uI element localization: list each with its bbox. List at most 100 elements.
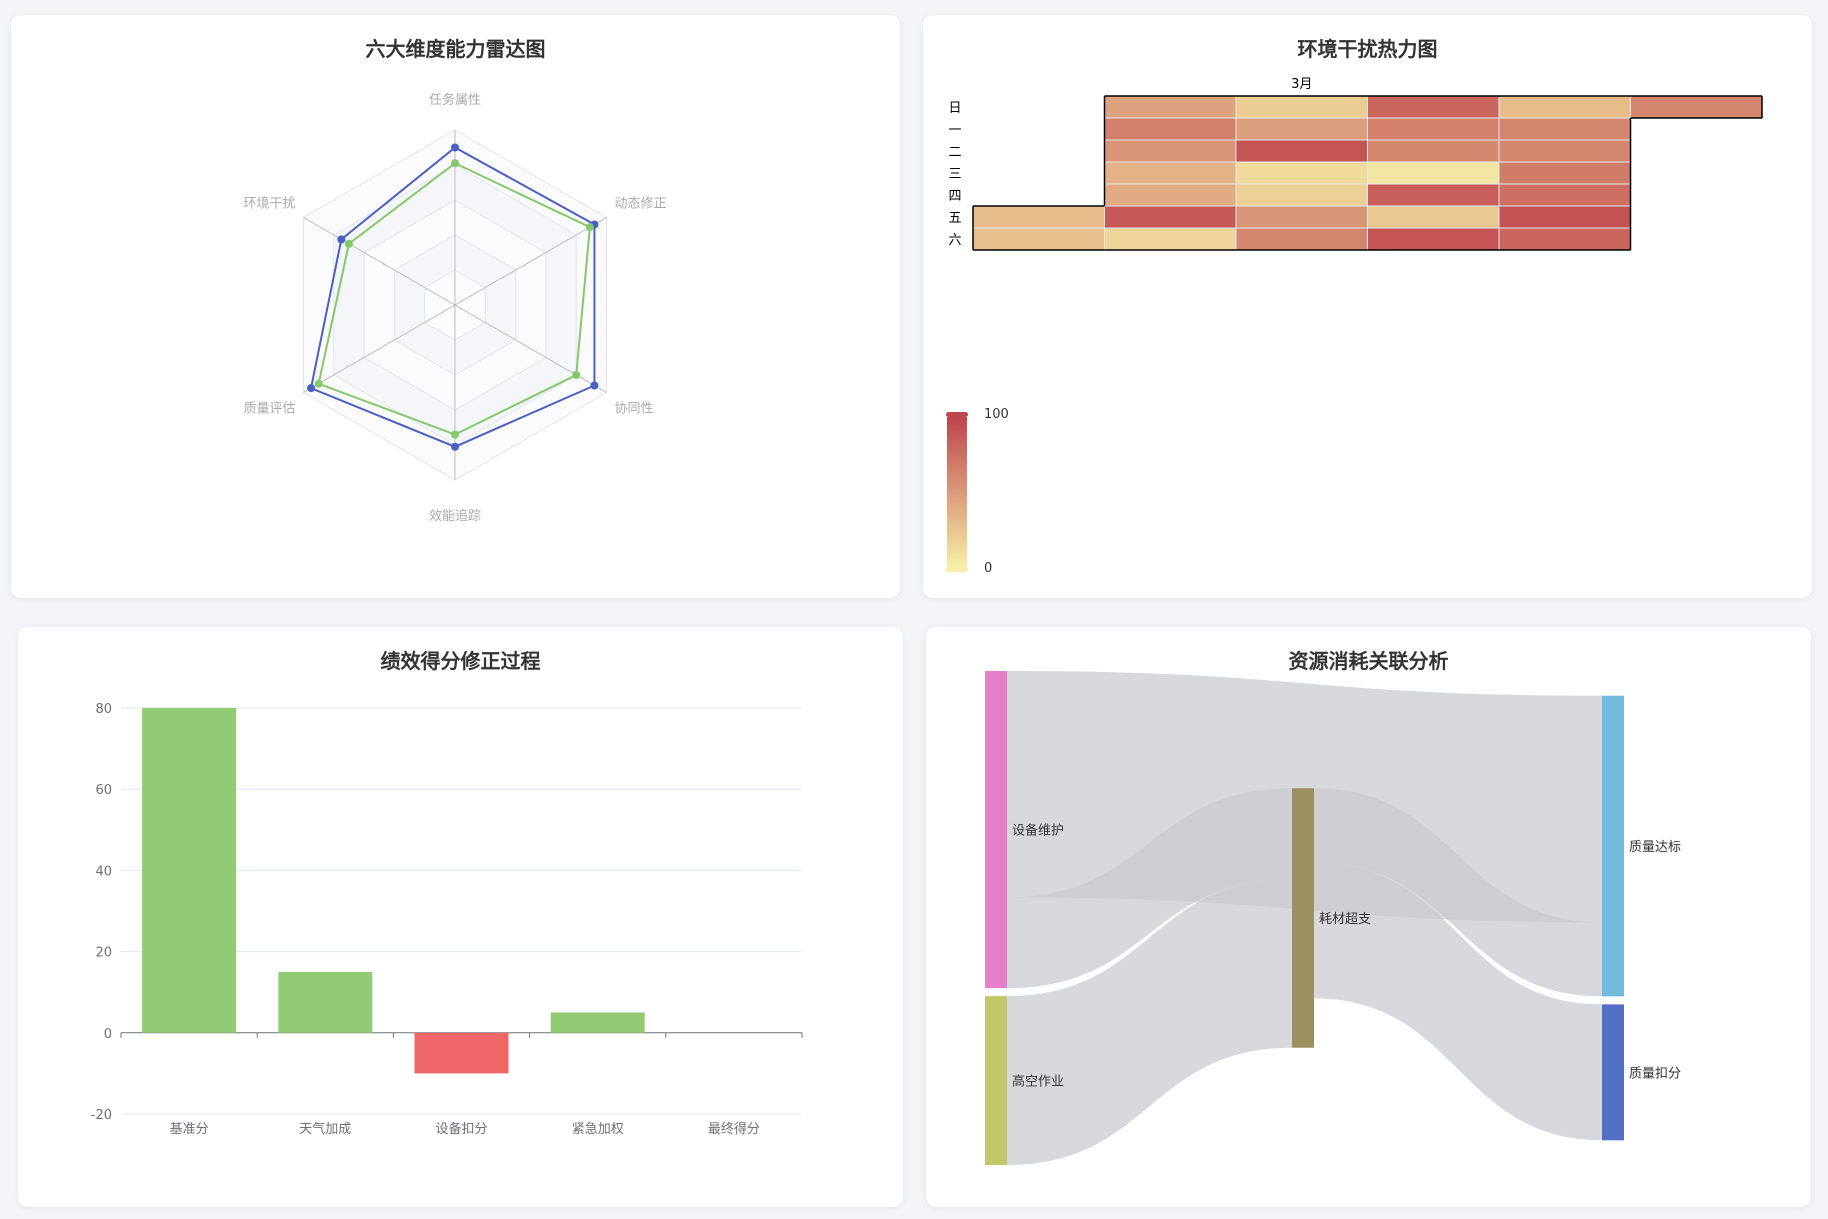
heatmap-cell — [1498, 205, 1631, 229]
sankey-node — [1602, 695, 1624, 997]
heatmap-cell — [1367, 183, 1500, 207]
radar-point — [585, 223, 594, 232]
radar-indicator-label: 质量评估 — [243, 402, 295, 417]
heatmap-cell — [1367, 139, 1500, 163]
heatmap-cell — [1235, 161, 1368, 185]
bar-category-label: 紧急加权 — [572, 1121, 624, 1137]
heatmap-cell — [1498, 161, 1631, 185]
heatmap-weekday-label: 日 — [948, 101, 961, 116]
radar-point — [451, 143, 459, 152]
heatmap-cell — [1498, 95, 1631, 119]
radar-point — [307, 384, 316, 393]
radar-point — [451, 159, 459, 168]
heatmap-cell — [1235, 117, 1368, 141]
heatmap-cell — [1235, 139, 1368, 163]
bar — [142, 708, 237, 1033]
radar-axis-line — [303, 217, 456, 306]
heatmap-month-label: 3月 — [1291, 77, 1312, 92]
heatmap-cell — [1104, 117, 1237, 141]
heatmap-cell — [1367, 95, 1500, 119]
heatmap-cell — [1367, 205, 1500, 229]
bar-card: 绩效得分修正过程 -20 0 20 40 60 80 基准分 天气加成 设备扣分 紧急加权 最终得分 — [18, 627, 903, 1207]
sankey-node — [985, 671, 1007, 989]
heatmap-cell — [1498, 117, 1631, 141]
radar-point — [590, 381, 599, 390]
radar-point — [344, 239, 353, 248]
heatmap-cell — [1235, 183, 1368, 207]
radar-axis-line — [454, 304, 607, 393]
radar-indicator-label: 动态修正 — [615, 197, 667, 212]
radar-axis-line — [454, 217, 607, 306]
bar — [278, 971, 373, 1033]
heatmap-weekday-label: 三 — [948, 167, 961, 182]
sankey-node — [1292, 788, 1314, 1048]
bar-category-label: 天气加成 — [299, 1121, 351, 1137]
heatmap-cell — [972, 205, 1105, 229]
heatmap-legend-min: 0 — [984, 561, 992, 576]
radar-point — [572, 371, 581, 379]
sankey-title: 资源消耗关联分析 — [1288, 649, 1449, 673]
bar — [414, 1032, 509, 1074]
radar-indicator-label: 环境干扰 — [243, 197, 295, 212]
radar-indicator-label: 效能追踪 — [429, 508, 481, 524]
sankey-node-label: 耗材超支 — [1319, 912, 1371, 927]
bar-ytick-label: 20 — [95, 946, 112, 961]
heatmap-weekday-label: 一 — [948, 123, 961, 138]
bar-ytick-label: -20 — [91, 1108, 112, 1123]
bar-title: 绩效得分修正过程 — [380, 649, 541, 673]
sankey-card: 资源消耗关联分析 设备维护高空作业 耗材超支 质量达标质量扣分 — [926, 627, 1811, 1207]
radar-card: 六大维度能力雷达图 任务属性 动态修正 协同性 效能追踪 质量评估 环境干扰 — [11, 15, 900, 598]
heatmap-cell — [1498, 183, 1631, 207]
radar-point — [451, 430, 459, 439]
heatmap-cell — [1104, 205, 1237, 229]
bar-chart: -20 0 20 40 60 80 基准分 天气加成 设备扣分 紧急加权 最终得分 — [91, 702, 803, 1137]
bar — [550, 1012, 645, 1033]
heatmap-cell — [1498, 227, 1631, 251]
sankey-link — [1314, 862, 1602, 1141]
heatmap-cell — [972, 227, 1105, 251]
heatmap-legend-bar — [947, 417, 967, 567]
heatmap-weekday-label: 五 — [948, 211, 961, 226]
heatmap-cell — [1630, 95, 1763, 119]
heatmap-weekday-label: 四 — [948, 189, 961, 204]
heatmap-cell — [1367, 117, 1500, 141]
heatmap-cell — [1367, 227, 1500, 251]
heatmap-cell — [1104, 183, 1237, 207]
sankey-node-label: 设备维护 — [1012, 823, 1064, 839]
radar-point — [337, 235, 346, 244]
bar-category-label: 最终得分 — [708, 1121, 760, 1137]
bar-category-label: 设备扣分 — [435, 1121, 487, 1137]
sankey-node-label: 质量达标 — [1629, 840, 1681, 855]
heatmap-cell — [1235, 205, 1368, 229]
heatmap-card: 环境干扰热力图 3月日一二三四五六 100 0 — [923, 15, 1812, 598]
heatmap-cell — [1235, 95, 1368, 119]
heatmap-legend-handle-top — [946, 412, 968, 417]
heatmap-weekday-label: 二 — [948, 145, 961, 160]
sankey-link — [1007, 788, 1292, 989]
heatmap-legend-handle-bottom — [946, 567, 968, 572]
radar-axis-line — [303, 304, 456, 393]
sankey-node — [985, 996, 1007, 1165]
heatmap-cell — [1104, 95, 1237, 119]
heatmap-legend-max: 100 — [984, 407, 1009, 422]
heatmap-cell — [1104, 139, 1237, 163]
heatmap-month-border — [972, 95, 1763, 251]
sankey-node — [1602, 1004, 1624, 1141]
bar-ytick-label: 80 — [95, 702, 112, 717]
radar-indicator-label: 任务属性 — [429, 92, 481, 108]
sankey-node-label: 质量扣分 — [1629, 1066, 1681, 1081]
radar-point — [314, 379, 323, 388]
sankey-node-label: 高空作业 — [1012, 1074, 1064, 1090]
heatmap-cell — [1235, 227, 1368, 251]
heatmap-cell — [1104, 227, 1237, 251]
bar-category-label: 基准分 — [170, 1122, 209, 1137]
sankey-link — [1007, 878, 1292, 1165]
bar-ytick-label: 60 — [95, 783, 112, 798]
radar-title: 六大维度能力雷达图 — [365, 37, 546, 61]
heatmap-weekday-label: 六 — [948, 233, 961, 248]
heatmap-cell — [1367, 161, 1500, 185]
heatmap-title: 环境干扰热力图 — [1297, 37, 1438, 61]
radar-point — [451, 442, 459, 451]
